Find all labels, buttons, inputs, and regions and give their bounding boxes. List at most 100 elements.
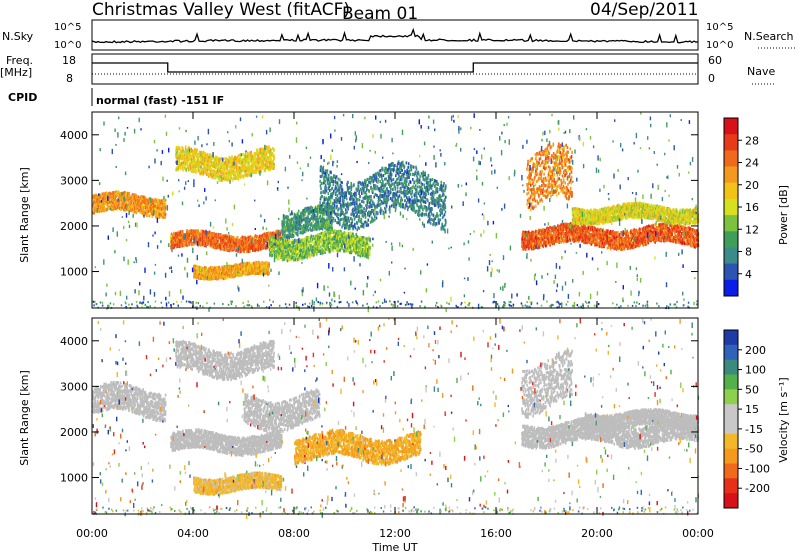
- power-cell: [156, 204, 159, 208]
- power-cell: [154, 200, 157, 204]
- power-cell: [185, 168, 187, 172]
- power-cell: [285, 250, 288, 254]
- power-cell: [273, 164, 275, 168]
- power-cell: [131, 207, 134, 211]
- power-cell: [198, 160, 200, 164]
- power-cell: [131, 209, 133, 213]
- power-cell: [255, 248, 257, 252]
- power-cell: [108, 196, 111, 200]
- power-cell: [146, 200, 149, 204]
- power-cell: [248, 161, 251, 165]
- power-cell: [138, 199, 141, 203]
- power-cell: [95, 199, 97, 203]
- power-cell: [268, 272, 270, 275]
- power-cell: [109, 200, 111, 204]
- power-cell: [334, 229, 336, 233]
- power-cell: [261, 147, 263, 151]
- power-cell: [120, 205, 122, 209]
- power-cell: [173, 243, 176, 247]
- power-cell: [129, 202, 132, 206]
- freq-trace: [92, 62, 698, 73]
- power-cell: [103, 200, 105, 204]
- power-cell: [170, 232, 173, 236]
- power-cell: [202, 170, 205, 174]
- power-cell: [237, 154, 240, 158]
- power-cell: [205, 244, 207, 248]
- power-cell: [135, 201, 138, 205]
- power-cell: [179, 146, 181, 150]
- power-cell: [226, 276, 228, 280]
- power-cell: [118, 203, 120, 207]
- power-cell: [135, 211, 138, 215]
- power-cell: [125, 195, 127, 199]
- power-cell: [97, 201, 100, 205]
- power-cell: [225, 175, 228, 179]
- power-heatmap-cells: [92, 112, 700, 313]
- power-cell: [130, 197, 133, 201]
- power-cell: [232, 177, 235, 180]
- power-cell: [359, 235, 362, 239]
- power-cell: [116, 203, 118, 207]
- power-cell: [273, 148, 275, 152]
- power-cell: [236, 159, 239, 163]
- power-cell: [228, 169, 231, 173]
- power-cell: [177, 166, 180, 170]
- power-cell: [190, 157, 193, 161]
- power-cell: [99, 199, 102, 203]
- power-cell: [122, 202, 124, 206]
- power-cell: [140, 210, 142, 214]
- power-cell: [152, 198, 154, 202]
- power-cell: [268, 232, 271, 236]
- power-cell: [148, 199, 151, 203]
- power-cell: [153, 207, 156, 211]
- power-cell: [115, 199, 118, 203]
- power-cell: [196, 148, 198, 152]
- power-cell: [148, 197, 151, 201]
- power-cell: [140, 204, 143, 207]
- power-cell: [151, 209, 153, 213]
- power-cell: [129, 196, 132, 200]
- power-cell: [117, 205, 119, 209]
- power-cell: [104, 202, 106, 206]
- power-cell: [97, 204, 100, 208]
- power-cell: [101, 203, 104, 207]
- power-cell: [236, 162, 238, 166]
- power-cell: [244, 151, 247, 155]
- power-cell: [102, 194, 105, 198]
- power-cell: [118, 197, 120, 201]
- power-cell: [155, 198, 157, 202]
- power-cell: [340, 238, 343, 242]
- power-cell: [108, 204, 110, 208]
- power-cell: [151, 206, 154, 210]
- power-cell: [149, 206, 152, 210]
- power-cell: [146, 203, 149, 207]
- power-cell: [102, 206, 105, 210]
- power-cell: [243, 174, 245, 178]
- power-cell: [261, 246, 263, 250]
- nave-tick-bottom: 0: [708, 72, 715, 85]
- power-cell: [133, 209, 136, 213]
- power-cell: [135, 194, 138, 198]
- power-cell: [100, 207, 102, 211]
- power-cell: [141, 195, 143, 199]
- power-cell: [269, 253, 271, 257]
- power-cell: [96, 204, 99, 208]
- power-cell: [113, 191, 115, 195]
- power-cell: [94, 194, 96, 198]
- power-cell: [120, 208, 122, 211]
- power-cell: [104, 192, 107, 196]
- power-cell: [148, 214, 151, 218]
- power-cell: [119, 206, 121, 210]
- power-cell: [99, 195, 102, 199]
- power-cell: [219, 157, 221, 161]
- power-cell: [128, 200, 130, 204]
- power-cell: [128, 192, 130, 196]
- nave-tick-top: 60: [708, 54, 722, 67]
- power-cell: [349, 231, 352, 235]
- power-cell: [92, 196, 94, 200]
- power-cell: [240, 175, 243, 179]
- power-cell: [93, 194, 95, 198]
- power-cell: [121, 198, 123, 202]
- power-cell: [157, 209, 160, 213]
- power-cell: [190, 154, 192, 158]
